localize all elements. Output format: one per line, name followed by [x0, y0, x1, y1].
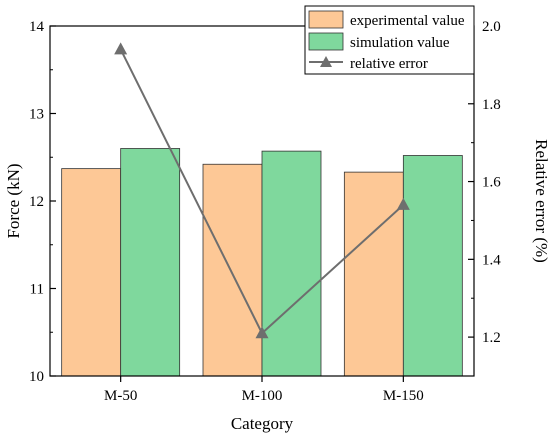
- bar-experimental-m-50: [61, 168, 122, 377]
- relative-error-point-m-150: [396, 197, 410, 210]
- bar-experimental-m-100: [202, 163, 263, 377]
- legend-marker-relative-error: [320, 56, 332, 67]
- relative-error-point-m-50: [114, 42, 128, 55]
- y2-tick-label-1.6: 1.6: [482, 175, 501, 191]
- bars-layer: [61, 148, 463, 377]
- relative-error-line-layer: [114, 42, 410, 339]
- y-tick-label-14: 14: [29, 19, 45, 35]
- legend-swatch-simulation: [308, 32, 344, 51]
- y-tick-label-12: 12: [29, 194, 44, 210]
- x-axis-title: Category: [231, 414, 294, 433]
- y-tick-label-11: 11: [30, 282, 44, 298]
- y2-tick-label-1.8: 1.8: [482, 97, 501, 113]
- bar-simulation-m-100: [261, 150, 322, 377]
- relative-error-point-m-100: [255, 326, 269, 339]
- y2-tick-label-1.2: 1.2: [482, 330, 501, 346]
- bar-simulation-m-50: [120, 148, 181, 377]
- ticks-layer: 10 11 12 13 14 1.2 1.4 1.6 1.8 2.0 M-50 M-100 M-150: [29, 19, 501, 404]
- legend-label-relative-error: relative error: [350, 56, 428, 72]
- x-tick-label-m-100: M-100: [242, 388, 283, 404]
- x-tick-label-m-50: M-50: [104, 388, 137, 404]
- y2-tick-label-2.0: 2.0: [482, 19, 501, 35]
- legend-label-experimental: experimental value: [350, 13, 465, 29]
- bar-experimental-m-150: [343, 171, 404, 377]
- legend: experimental value simulation value rela…: [304, 5, 475, 75]
- x-tick-label-m-150: M-150: [383, 388, 424, 404]
- legend-swatch-experimental: [308, 10, 344, 29]
- y-axis-title: Force (kN): [4, 163, 23, 238]
- legend-label-simulation: simulation value: [350, 35, 450, 51]
- y2-axis-title: Relative error (%): [532, 139, 550, 263]
- y-tick-label-13: 13: [29, 107, 44, 123]
- y2-tick-label-1.4: 1.4: [482, 252, 501, 268]
- y-tick-label-10: 10: [29, 369, 44, 385]
- bar-simulation-m-150: [402, 155, 463, 377]
